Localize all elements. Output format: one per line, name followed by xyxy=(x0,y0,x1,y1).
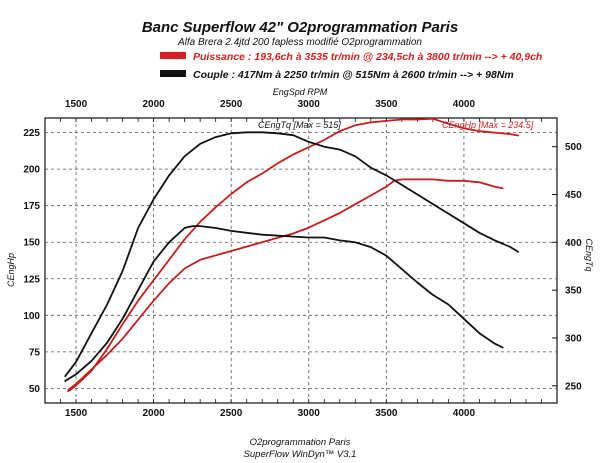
y-left-tick-label: 50 xyxy=(29,384,41,395)
plot-area: 1500 1500 2000 2000 2500 2500 3000 3000 3500 3500… xyxy=(23,99,582,419)
y-left-tick-label: 150 xyxy=(23,238,40,249)
series-line-power-stock xyxy=(67,178,504,391)
x-tick-label-bottom: 3000 xyxy=(298,408,321,419)
y-right-axis-label: CEngTq xyxy=(584,238,594,271)
power-max-label: CEngHp [Max = 234.5] xyxy=(442,120,534,130)
legend-torque-text: Couple : 417Nm à 2250 tr/min @ 515Nm à 2… xyxy=(193,69,514,81)
x-tick-label-bottom: 3500 xyxy=(375,408,398,419)
y-left-axis-label: CEngHp xyxy=(6,253,16,287)
y-right-tick-label: 400 xyxy=(565,238,582,249)
x-tick-label-bottom: 1500 xyxy=(65,408,88,419)
y-left-tick-label: 200 xyxy=(23,165,40,176)
y-right-tick-label: 350 xyxy=(565,286,582,297)
chart-subtitle: Alfa Brera 2.4jtd 200 fapless modifié O2… xyxy=(177,37,422,48)
legend-swatch-power xyxy=(160,52,186,59)
x-tick-label-top: 3500 xyxy=(375,99,398,110)
x-tick-label-bottom: 2000 xyxy=(142,408,165,419)
legend-swatch-torque xyxy=(160,70,186,77)
x-tick-label-bottom: 2500 xyxy=(220,408,243,419)
x-tick-label-bottom: 4000 xyxy=(453,408,476,419)
x-tick-label-top: 2000 xyxy=(142,99,165,110)
y-right-tick-label: 450 xyxy=(565,190,582,201)
footer-company: O2programmation Paris xyxy=(250,437,351,448)
y-left-tick-label: 75 xyxy=(29,347,41,358)
x-tick-label-top: 1500 xyxy=(65,99,88,110)
x-tick-label-top: 2500 xyxy=(220,99,243,110)
x-tick-label-top: 3000 xyxy=(298,99,321,110)
x-tick-label-top: 4000 xyxy=(453,99,476,110)
x-axis-label: EngSpd RPM xyxy=(273,87,328,97)
plot-frame xyxy=(44,117,558,404)
y-right-tick-label: 250 xyxy=(565,381,582,392)
y-right-tick-label: 300 xyxy=(565,333,582,344)
series-line-power-modified xyxy=(67,117,520,393)
series-line-torque-modified xyxy=(64,131,520,378)
y-left-tick-label: 225 xyxy=(23,128,40,139)
series-line-torque-stock xyxy=(64,225,504,382)
chart-title: Banc Superflow 42" O2programmation Paris xyxy=(142,19,458,36)
y-left-tick-label: 175 xyxy=(23,201,40,212)
legend-power-text: Puissance : 193,6ch à 3535 tr/min @ 234,… xyxy=(193,51,542,63)
torque-max-label: CEngTq [Max = 515] xyxy=(258,120,341,130)
footer-software: SuperFlow WinDyn™ V3.1 xyxy=(244,449,357,460)
y-right-tick-label: 500 xyxy=(565,142,582,153)
y-left-tick-label: 125 xyxy=(23,274,40,285)
y-left-tick-label: 100 xyxy=(23,311,40,322)
